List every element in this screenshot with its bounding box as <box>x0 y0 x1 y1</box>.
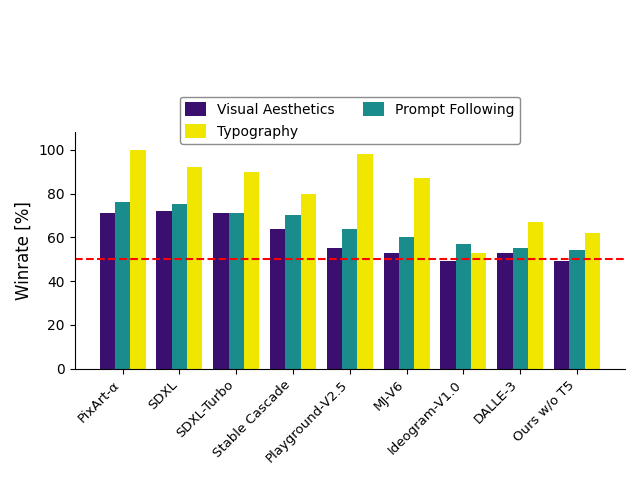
Y-axis label: Winrate [%]: Winrate [%] <box>15 201 33 300</box>
Bar <box>399 237 414 369</box>
Bar <box>172 204 187 369</box>
Legend: Visual Aesthetics, Typography, Prompt Following: Visual Aesthetics, Typography, Prompt Fo… <box>180 96 520 144</box>
Bar <box>270 228 285 369</box>
Bar <box>115 202 131 369</box>
Bar <box>131 150 146 369</box>
Bar <box>471 252 486 369</box>
Bar <box>213 213 228 369</box>
Bar <box>585 233 600 369</box>
Bar <box>358 154 373 369</box>
Bar <box>383 252 399 369</box>
Bar <box>342 228 358 369</box>
Bar <box>456 244 471 369</box>
Bar <box>513 248 528 369</box>
Bar <box>228 213 244 369</box>
Bar <box>570 251 585 369</box>
Bar <box>285 216 301 369</box>
Bar <box>497 252 513 369</box>
Bar <box>440 262 456 369</box>
Bar <box>528 222 543 369</box>
Bar <box>100 213 115 369</box>
Bar <box>156 211 172 369</box>
Bar <box>414 178 429 369</box>
Bar <box>187 167 202 369</box>
Bar <box>301 193 316 369</box>
Bar <box>244 172 259 369</box>
Bar <box>327 248 342 369</box>
Bar <box>554 262 570 369</box>
